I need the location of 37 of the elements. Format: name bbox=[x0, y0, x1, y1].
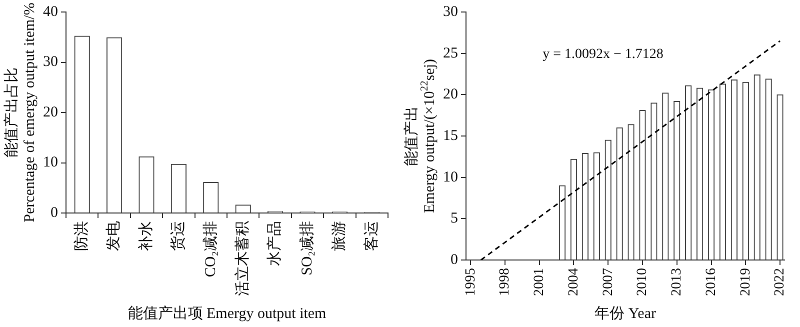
annotation: y = 1.0092x − 1.7128 bbox=[542, 46, 664, 62]
x-tick-label: 客运 bbox=[362, 221, 380, 251]
x-axis-title: 年份 Year bbox=[594, 304, 656, 322]
x-tick-label: 2013 bbox=[670, 268, 685, 296]
x-tick-label: 2001 bbox=[532, 268, 548, 296]
x-tick-label: 2016 bbox=[704, 268, 719, 296]
y-tick-label: 15 bbox=[443, 128, 458, 144]
y-tick-label: 30 bbox=[443, 4, 458, 20]
x-tick-label: 防洪 bbox=[73, 221, 90, 251]
y-tick-label: 0 bbox=[450, 252, 458, 268]
y-tick-label: 10 bbox=[43, 154, 58, 171]
x-tick-label: 水产品 bbox=[266, 221, 284, 266]
y-tick-label: 25 bbox=[443, 45, 458, 62]
x-tick-label: 旅游 bbox=[330, 221, 348, 251]
y-tick-label: 40 bbox=[43, 4, 58, 20]
y-axis-title: 能值产出占比 Percentage of emergy output item/% bbox=[2, 2, 38, 222]
y-tick-label: 5 bbox=[450, 210, 458, 227]
x-tick-label: 1998 bbox=[498, 268, 513, 296]
y-tick-label: 30 bbox=[43, 54, 58, 70]
y-tick-label: 20 bbox=[43, 104, 58, 120]
x-tick-label: 货运 bbox=[170, 221, 187, 251]
x-tick-label: 发电 bbox=[105, 221, 122, 251]
y-tick-label: 0 bbox=[50, 204, 58, 221]
x-tick-label: 补水 bbox=[137, 221, 154, 251]
x-tick-label: 2007 bbox=[600, 268, 616, 296]
x-tick-label: 2022 bbox=[772, 268, 788, 296]
x-tick-label: 2010 bbox=[635, 268, 650, 296]
y-tick-label: 10 bbox=[443, 169, 458, 186]
y-tick-label: 20 bbox=[443, 86, 458, 103]
x-axis-title: 能值产出项 Emergy output item bbox=[128, 304, 327, 322]
x-tick-label: 1995 bbox=[463, 268, 478, 296]
x-tick-label: 2019 bbox=[738, 268, 754, 296]
x-tick-label: 2004 bbox=[566, 268, 582, 296]
y-axis-title: 能值产出 Emergy output/(×1022sej) bbox=[402, 58, 438, 214]
x-tick-label: 活立木蓄积 bbox=[234, 221, 252, 296]
x-tick-label: SO₂减排 bbox=[298, 221, 316, 276]
x-tick-label: CO₂减排 bbox=[202, 221, 219, 278]
